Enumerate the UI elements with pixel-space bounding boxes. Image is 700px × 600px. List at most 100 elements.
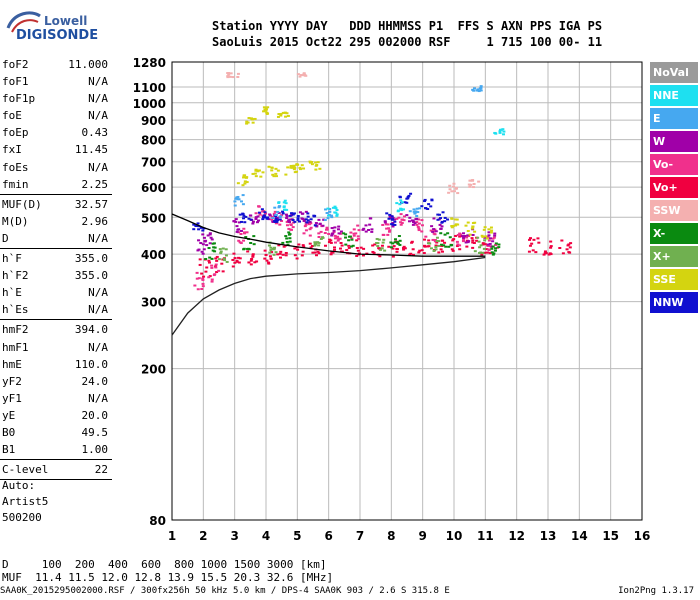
data-point: [471, 239, 475, 242]
data-point: [236, 195, 240, 198]
data-point: [265, 111, 269, 114]
data-point: [380, 244, 384, 247]
data-point: [335, 214, 339, 217]
data-point: [418, 207, 422, 210]
data-point: [284, 202, 288, 205]
data-point: [432, 249, 436, 252]
data-point: [420, 219, 424, 222]
data-point: [309, 218, 313, 221]
data-point: [272, 253, 276, 256]
data-point: [391, 222, 395, 225]
data-point: [393, 223, 397, 226]
data-point: [208, 233, 212, 236]
data-point: [250, 258, 254, 261]
data-point: [302, 219, 306, 222]
data-point: [325, 226, 329, 229]
data-point: [280, 219, 284, 222]
data-point: [424, 207, 428, 210]
data-point: [411, 253, 415, 256]
data-point: [490, 229, 494, 232]
data-point: [428, 242, 432, 245]
data-point: [487, 231, 491, 234]
data-point: [491, 240, 495, 243]
data-point: [316, 250, 320, 253]
data-point: [317, 218, 321, 221]
data-point: [197, 239, 201, 242]
data-point: [392, 245, 396, 248]
data-point: [207, 261, 211, 264]
data-point: [262, 216, 266, 219]
data-point: [440, 220, 444, 223]
data-point: [456, 233, 460, 236]
data-point: [498, 131, 502, 134]
data-point: [382, 233, 386, 236]
data-point: [313, 241, 317, 244]
param-value: 355.0: [74, 269, 108, 283]
data-point: [459, 235, 463, 238]
data-point: [286, 243, 290, 246]
data-point: [282, 206, 286, 209]
data-point: [235, 259, 239, 262]
data-point: [440, 244, 444, 247]
data-point: [417, 222, 421, 225]
data-point: [464, 241, 468, 244]
data-point: [328, 238, 332, 241]
data-point: [443, 233, 447, 236]
data-point: [289, 224, 293, 227]
data-point: [375, 237, 379, 240]
data-point: [391, 225, 395, 228]
data-point: [356, 224, 360, 227]
x-tick-label: 1: [168, 529, 176, 543]
data-point: [298, 168, 302, 171]
data-point: [441, 211, 445, 214]
data-point: [387, 230, 391, 233]
data-point: [430, 198, 434, 201]
data-point: [483, 236, 487, 239]
data-point: [212, 242, 216, 245]
data-point: [285, 224, 289, 227]
data-point: [262, 110, 266, 113]
data-point: [378, 255, 382, 258]
param-name: B1: [2, 443, 16, 457]
data-point: [219, 252, 223, 255]
data-point: [402, 215, 406, 218]
param-value: 2.96: [81, 214, 109, 228]
data-point: [440, 243, 444, 246]
data-point: [390, 223, 394, 226]
data-point: [408, 253, 412, 256]
data-point: [391, 242, 395, 245]
data-point: [292, 168, 296, 171]
data-point: [214, 266, 218, 269]
param-value: 394.0: [74, 323, 108, 337]
data-point: [283, 208, 287, 211]
data-point: [198, 258, 202, 261]
data-point: [391, 255, 395, 258]
data-point: [284, 251, 288, 254]
data-point: [271, 216, 275, 219]
data-point: [434, 244, 438, 247]
data-point: [385, 212, 389, 215]
data-point: [233, 204, 237, 207]
data-point: [379, 248, 383, 251]
data-point: [251, 222, 255, 225]
data-point: [389, 246, 393, 249]
data-point: [534, 251, 538, 254]
data-point: [241, 194, 245, 197]
data-point: [376, 245, 380, 248]
data-point: [433, 239, 437, 242]
data-point: [268, 255, 272, 258]
data-point: [465, 245, 469, 248]
data-point: [405, 197, 409, 200]
data-point: [383, 249, 387, 252]
data-point: [293, 220, 297, 223]
data-point: [387, 245, 391, 248]
data-point: [306, 215, 310, 218]
data-point: [289, 166, 293, 169]
data-point: [318, 167, 322, 170]
file-info: SAA0K_2015295002000.RSF / 300fx256h 50 k…: [0, 586, 450, 596]
data-point: [264, 108, 268, 111]
x-tick-label: 11: [477, 529, 494, 543]
data-point: [486, 244, 490, 247]
data-point: [208, 275, 212, 278]
data-point: [217, 258, 221, 261]
